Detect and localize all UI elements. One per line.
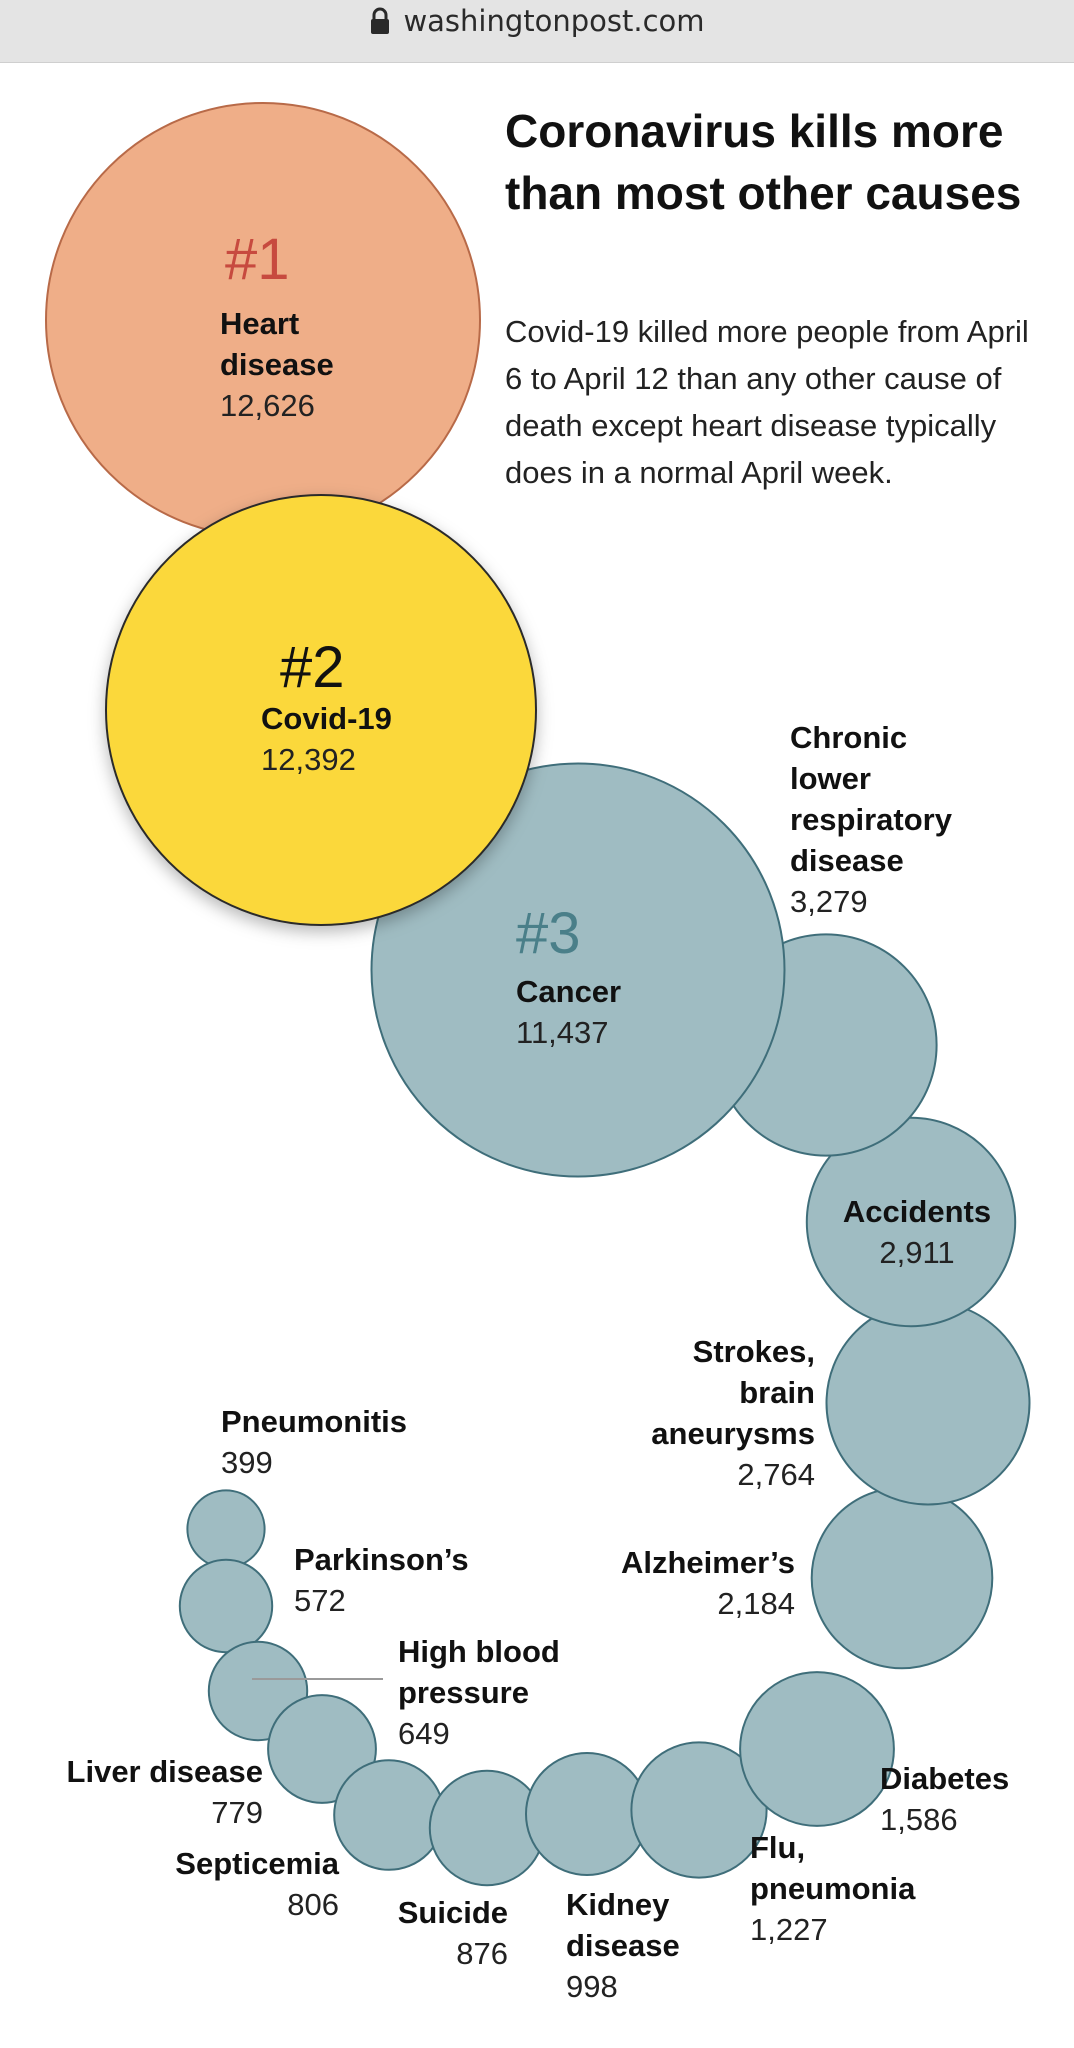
value-label-diabetes: 1,586 bbox=[880, 1802, 958, 1837]
category-label-kidney-disease: Kidney bbox=[566, 1887, 670, 1922]
value-label-alzheimers: 2,184 bbox=[717, 1586, 795, 1621]
rank-label-heart-disease: #1 bbox=[225, 227, 290, 292]
category-label-heart-disease: disease bbox=[220, 347, 334, 382]
category-label-chronic-lower-respiratory-disease: disease bbox=[790, 843, 904, 878]
url-display[interactable]: washingtonpost.com bbox=[0, 0, 1074, 42]
value-label-suicide: 876 bbox=[456, 1936, 508, 1971]
value-label-strokes-brain-aneurysms: 2,764 bbox=[737, 1457, 815, 1492]
bubble-septicemia bbox=[333, 1759, 445, 1871]
category-label-chronic-lower-respiratory-disease: lower bbox=[790, 761, 871, 796]
category-label-high-blood-pressure: pressure bbox=[398, 1675, 529, 1710]
bubble-accidents bbox=[805, 1116, 1017, 1328]
bubble-flu-pneumonia bbox=[630, 1741, 768, 1879]
category-label-covid-19: Covid-19 bbox=[261, 701, 392, 736]
chart-subtitle: Covid-19 killed more people from April 6… bbox=[505, 314, 1029, 490]
category-label-accidents: Accidents bbox=[843, 1194, 991, 1229]
category-label-flu-pneumonia: pneumonia bbox=[750, 1871, 916, 1906]
value-label-liver-disease: 779 bbox=[211, 1795, 263, 1830]
url-text: washingtonpost.com bbox=[403, 4, 705, 38]
value-label-septicemia: 806 bbox=[287, 1887, 339, 1922]
category-label-parkinsons: Parkinson’s bbox=[294, 1542, 469, 1577]
bubble-cancer bbox=[370, 762, 786, 1178]
bubble-strokes-brain-aneurysms bbox=[825, 1300, 1031, 1506]
bubble-alzheimers bbox=[810, 1486, 994, 1670]
bubbles-layer bbox=[45, 102, 1031, 1887]
rank-label-covid-19: #2 bbox=[280, 635, 345, 700]
category-label-strokes-brain-aneurysms: aneurysms bbox=[651, 1416, 815, 1451]
bubble-covid-19 bbox=[105, 494, 537, 926]
bubble-parkinsons bbox=[178, 1558, 274, 1654]
category-label-heart-disease: Heart bbox=[220, 306, 299, 341]
bubble-diabetes bbox=[739, 1671, 895, 1827]
category-label-liver-disease: Liver disease bbox=[67, 1754, 263, 1789]
value-label-kidney-disease: 998 bbox=[566, 1969, 618, 2004]
value-label-high-blood-pressure: 649 bbox=[398, 1716, 450, 1751]
value-label-flu-pneumonia: 1,227 bbox=[750, 1912, 828, 1947]
category-label-pneumonitis: Pneumonitis bbox=[221, 1404, 407, 1439]
chart-title: Coronavirus kills more than most other c… bbox=[505, 105, 1022, 219]
value-label-cancer: 11,437 bbox=[516, 1015, 609, 1050]
value-label-parkinsons: 572 bbox=[294, 1583, 346, 1618]
bubble-kidney-disease bbox=[525, 1752, 649, 1876]
value-label-covid-19: 12,392 bbox=[261, 742, 356, 777]
value-label-chronic-lower-respiratory-disease: 3,279 bbox=[790, 884, 868, 919]
category-label-strokes-brain-aneurysms: brain bbox=[739, 1375, 815, 1410]
category-label-suicide: Suicide bbox=[398, 1895, 508, 1930]
bubble-pneumonitis bbox=[186, 1489, 266, 1569]
category-label-flu-pneumonia: Flu, bbox=[750, 1830, 805, 1865]
value-label-heart-disease: 12,626 bbox=[220, 388, 315, 423]
browser-url-bar[interactable]: washingtonpost.com bbox=[0, 0, 1074, 63]
category-label-high-blood-pressure: High blood bbox=[398, 1634, 560, 1669]
value-label-pneumonitis: 399 bbox=[221, 1445, 273, 1480]
category-label-chronic-lower-respiratory-disease: Chronic bbox=[790, 720, 907, 755]
category-label-diabetes: Diabetes bbox=[880, 1761, 1009, 1796]
category-label-alzheimers: Alzheimer’s bbox=[621, 1545, 795, 1580]
category-label-strokes-brain-aneurysms: Strokes, bbox=[693, 1334, 815, 1369]
category-label-cancer: Cancer bbox=[516, 974, 621, 1009]
category-label-septicemia: Septicemia bbox=[175, 1846, 339, 1881]
category-label-kidney-disease: disease bbox=[566, 1928, 680, 1963]
rank-label-cancer: #3 bbox=[516, 901, 581, 966]
lock-icon bbox=[371, 7, 390, 34]
bubble-liver-disease bbox=[267, 1694, 377, 1804]
category-label-chronic-lower-respiratory-disease: respiratory bbox=[790, 802, 953, 837]
value-label-accidents: 2,911 bbox=[879, 1235, 954, 1270]
